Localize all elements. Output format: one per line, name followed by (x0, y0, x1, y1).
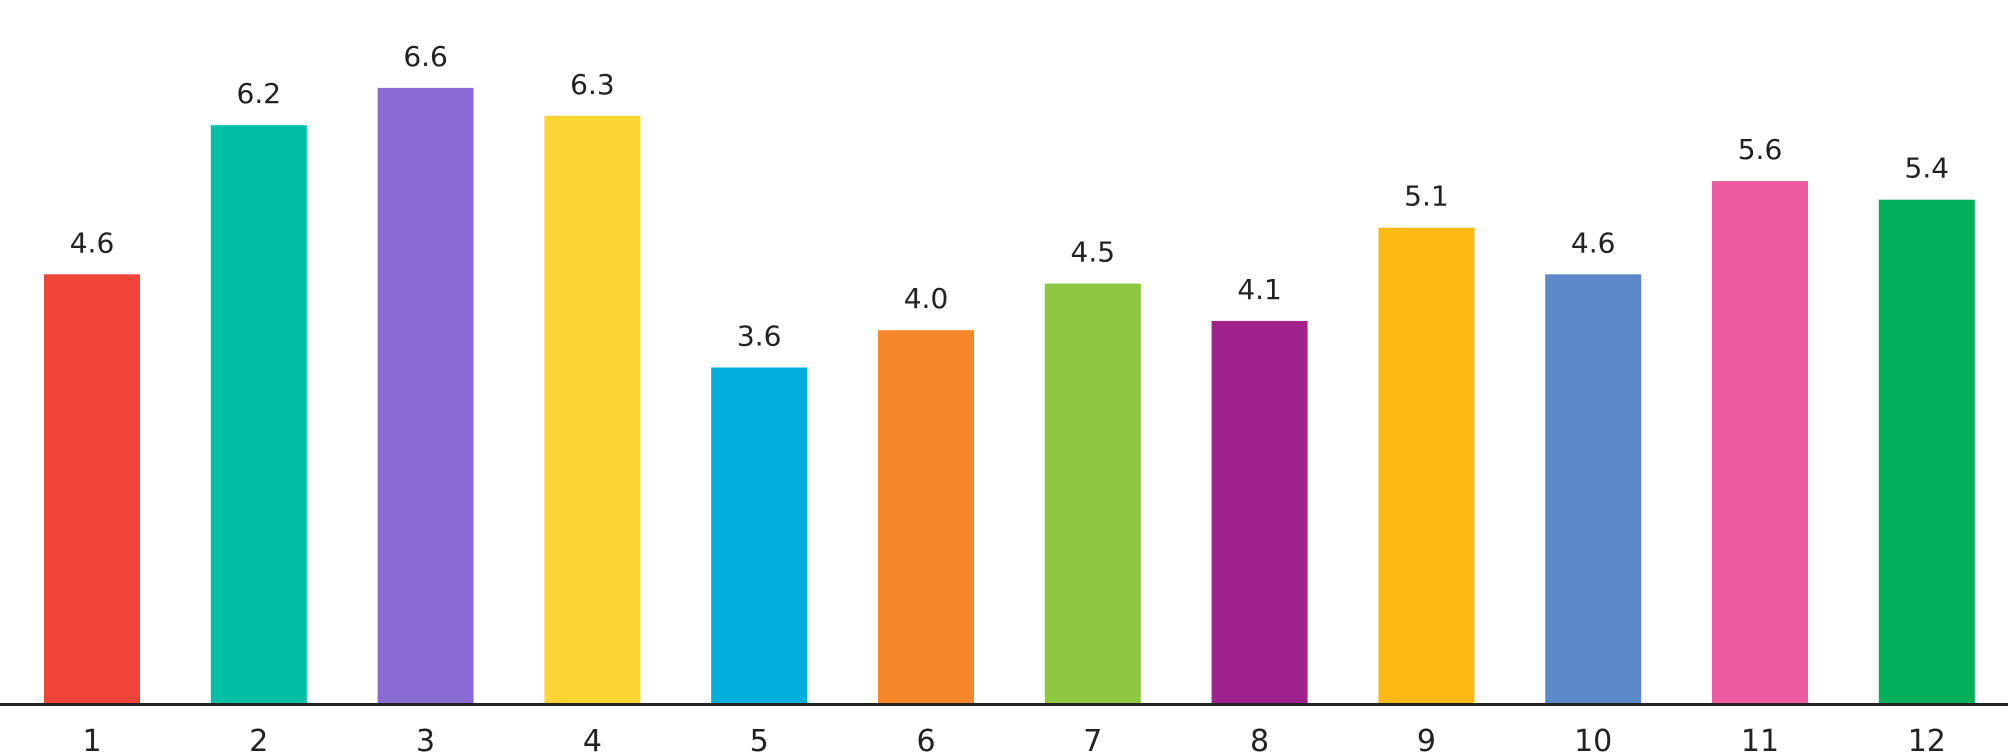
bar-9 (1378, 227, 1475, 703)
value-label-9: 5.1 (1404, 180, 1449, 213)
x-tick-label-2: 2 (249, 724, 268, 753)
x-tick-label-12: 12 (1908, 724, 1946, 753)
x-tick-label-7: 7 (1083, 724, 1102, 753)
x-tick-label-4: 4 (583, 724, 602, 753)
x-tick-label-5: 5 (750, 724, 769, 753)
bar-5 (711, 367, 808, 703)
x-tick-label-1: 1 (82, 724, 101, 753)
value-label-5: 3.6 (737, 320, 782, 353)
x-tick-label-8: 8 (1250, 724, 1269, 753)
bar-8 (1211, 320, 1308, 703)
value-label-3: 6.6 (403, 40, 448, 73)
bar-7 (1044, 283, 1141, 703)
bar-4 (544, 115, 641, 704)
x-tick-label-11: 11 (1741, 724, 1779, 753)
bar-2 (210, 125, 307, 703)
value-label-12: 5.4 (1905, 152, 1950, 185)
x-tick-label-10: 10 (1574, 724, 1612, 753)
value-label-2: 6.2 (237, 77, 282, 110)
value-label-6: 4.0 (904, 282, 949, 315)
bar-11 (1712, 181, 1808, 704)
value-label-7: 4.5 (1071, 236, 1116, 269)
bars-group (44, 87, 1975, 704)
bar-3 (377, 87, 474, 703)
value-label-4: 6.3 (570, 68, 615, 101)
value-label-11: 5.6 (1738, 133, 1783, 166)
x-tick-labels-group: 1 2 3 4 5 6 7 8 9 10 11 12 (82, 724, 1945, 753)
x-tick-label-3: 3 (416, 724, 435, 753)
x-tick-label-9: 9 (1417, 724, 1436, 753)
bar-10 (1545, 274, 1642, 703)
bar-12 (1878, 199, 1975, 703)
bar-6 (878, 330, 974, 703)
value-label-10: 4.6 (1571, 226, 1616, 259)
value-labels-group: 4.6 6.2 6.6 6.3 3.6 4.0 4.5 4.1 5.1 4.6 5.6 5.4 (70, 40, 1949, 353)
x-tick-label-6: 6 (916, 724, 935, 753)
value-label-8: 4.1 (1237, 273, 1282, 306)
value-label-1: 4.6 (70, 226, 115, 259)
bar-1 (44, 274, 140, 703)
